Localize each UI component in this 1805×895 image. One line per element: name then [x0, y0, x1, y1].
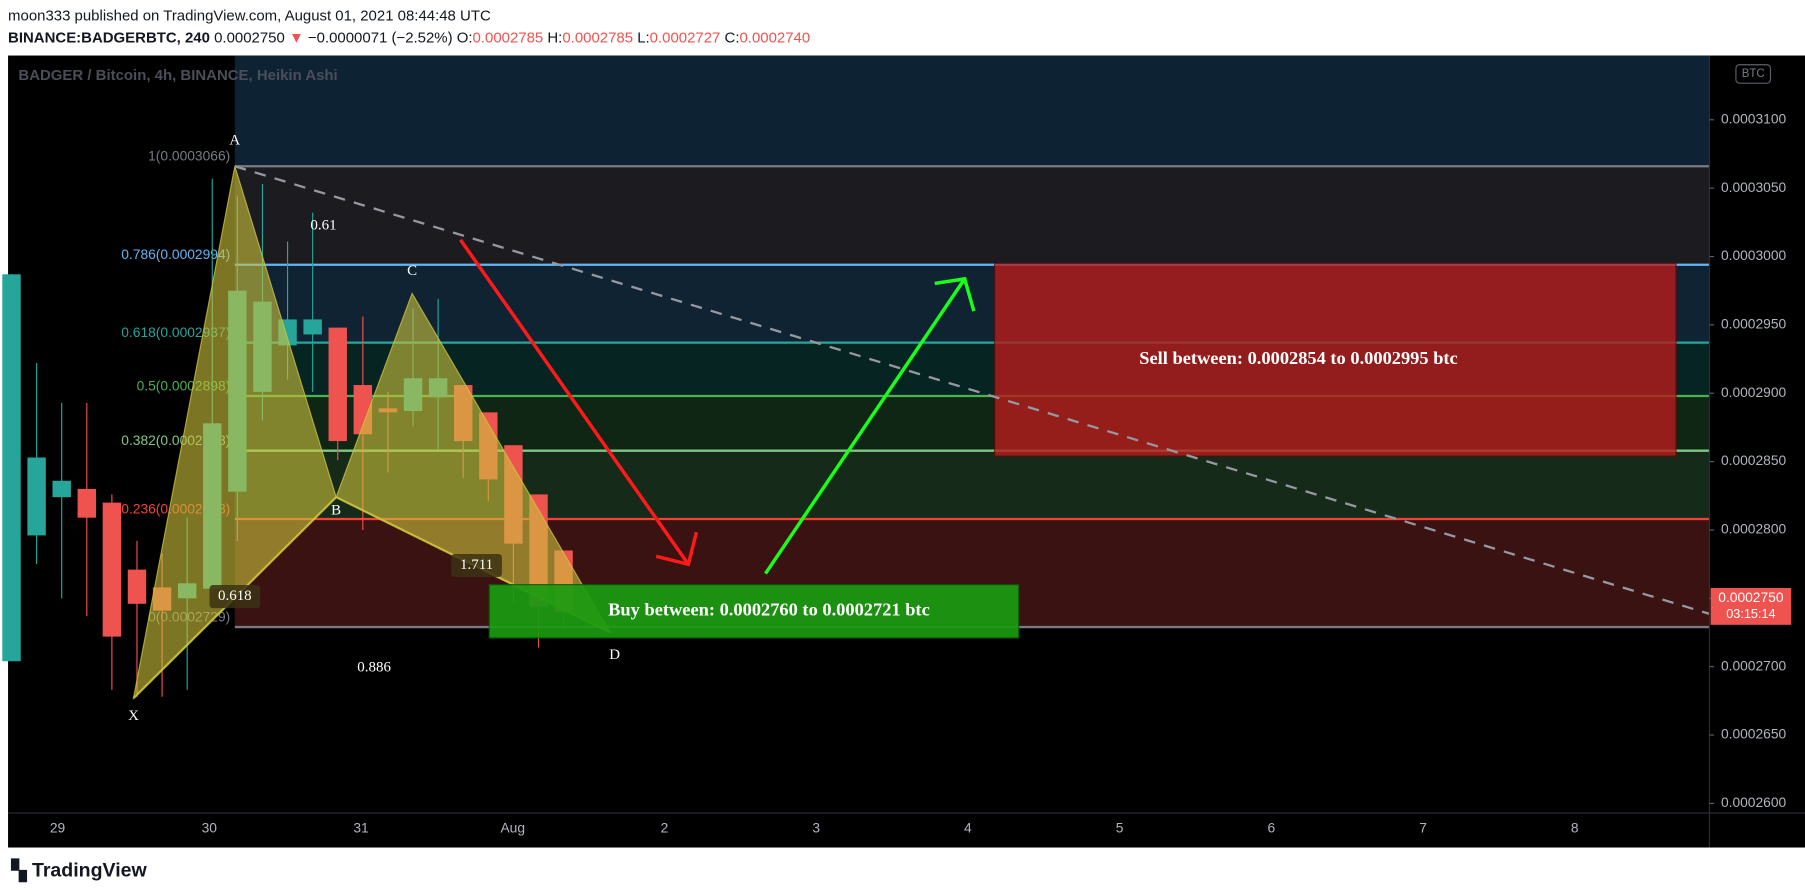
y-tick-label: 0.0003100 — [1721, 110, 1787, 126]
ratio-bg — [209, 585, 261, 609]
l-value: 0.0002727 — [650, 29, 721, 46]
y-tick-label: 0.0002600 — [1721, 794, 1787, 810]
fib-label: 1(0.0003066) — [148, 148, 230, 164]
pattern-point-label: B — [331, 502, 341, 518]
pattern-ratio: 1.711 — [460, 557, 493, 573]
brand: ▚ TradingView — [11, 857, 148, 883]
candle-body — [328, 327, 347, 442]
y-tick-label: 0.0002700 — [1721, 657, 1787, 673]
pattern-ratio: 0.886 — [357, 659, 391, 675]
y-tick-label: 0.0002950 — [1721, 316, 1787, 332]
x-tick-label: 31 — [353, 820, 368, 836]
candle-body — [127, 569, 147, 604]
arrow: ▼ — [289, 29, 304, 46]
currency-badge — [1735, 64, 1772, 84]
h-label: H: — [547, 29, 562, 46]
arrow-up — [764, 276, 976, 575]
c-label: C: — [725, 29, 740, 46]
candle-body — [52, 480, 71, 498]
candle-body — [303, 319, 322, 335]
x-tick-label: 7 — [1419, 820, 1427, 836]
candle-body — [102, 502, 122, 637]
candle-body — [2, 274, 21, 662]
x-tick-label: 6 — [1267, 820, 1275, 836]
x-tick-label: Aug — [500, 820, 525, 836]
x-tick-label: 30 — [202, 820, 218, 836]
c-value: 0.0002740 — [739, 29, 810, 46]
pattern-ratio: 0.61 — [310, 217, 336, 233]
x-tick-label: 29 — [50, 820, 66, 836]
pattern-point-label: X — [128, 708, 139, 724]
l-label: L: — [637, 29, 649, 46]
plot: 1(0.0003066)0.786(0.0002994)0.618(0.0002… — [2, 55, 1710, 724]
countdown: 03:15:14 — [1726, 607, 1775, 621]
trend-line — [234, 165, 1710, 615]
o-value: 0.0002785 — [473, 29, 544, 46]
symbol: BINANCE:BADGERBTC, 240 — [8, 29, 210, 46]
arrow-down — [459, 238, 699, 567]
brand-name: TradingView — [32, 860, 148, 882]
price: 0.0002750 — [214, 29, 285, 46]
x-tick-label: 2 — [661, 820, 669, 836]
buy-text: Buy between: 0.0002760 to 0.0002721 btc — [608, 600, 930, 620]
sell-zone — [994, 262, 1677, 457]
currency: BTC — [1742, 68, 1765, 80]
fib-zone — [234, 55, 1710, 167]
y-tick-label: 0.0002900 — [1721, 384, 1787, 400]
candle-body — [77, 488, 97, 518]
y-tick-label: 0.0002800 — [1721, 521, 1787, 537]
y-tick-label: 0.0003000 — [1721, 247, 1787, 263]
x-tick-label: 5 — [1116, 820, 1124, 836]
last-price: 0.0002750 — [1718, 589, 1784, 605]
pattern-point-label: C — [407, 263, 417, 279]
ratio-bg — [451, 553, 502, 578]
buy-zone — [488, 584, 1020, 639]
x-tick-label: 3 — [812, 820, 820, 836]
x-tick-label: 4 — [964, 820, 972, 836]
change: −0.0000071 (−2.52%) — [308, 29, 453, 46]
x-tick-label: 8 — [1571, 820, 1579, 836]
pattern-point-label: D — [609, 647, 620, 663]
pattern-ratio: 0.618 — [218, 588, 252, 604]
y-tick-label: 0.0002650 — [1721, 726, 1787, 742]
h-value: 0.0002785 — [562, 29, 633, 46]
y-tick-label: 0.0003050 — [1721, 179, 1787, 195]
last-price-tag — [1710, 587, 1792, 625]
pattern-point-label: A — [229, 132, 240, 148]
header-line: moon333 published on TradingView.com, Au… — [8, 7, 491, 24]
o-label: O: — [457, 29, 473, 46]
fib-zone — [234, 166, 1710, 265]
candle-body — [27, 457, 46, 536]
header-quote: BINANCE:BADGERBTC, 240 0.0002750 ▼ −0.00… — [8, 29, 810, 46]
fib-label: 0.786(0.0002994) — [121, 246, 230, 262]
sell-text: Sell between: 0.0002854 to 0.0002995 btc — [1139, 348, 1457, 368]
y-tick-label: 0.0002850 — [1721, 452, 1787, 468]
chart-title: BADGER / Bitcoin, 4h, BINANCE, Heikin As… — [18, 67, 337, 84]
